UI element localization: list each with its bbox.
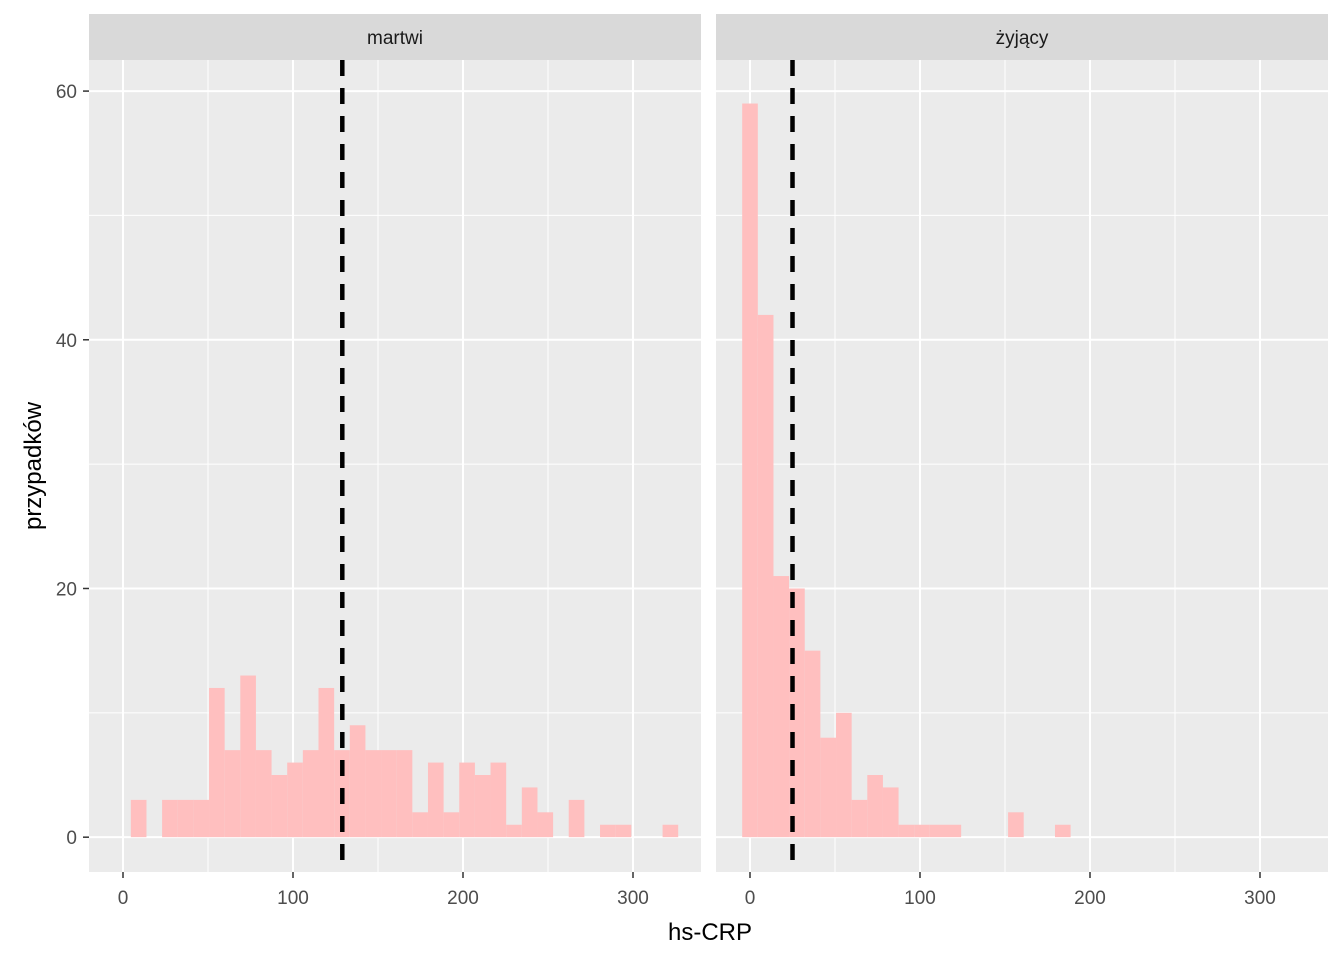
histogram-bar [537,812,554,838]
histogram-bar [945,824,962,838]
histogram-bar [898,824,915,838]
histogram-bar [130,799,147,838]
y-tick-label: 60 [56,82,77,103]
histogram-bar [882,787,899,838]
histogram-bar [929,824,946,838]
histogram-bar [600,824,616,838]
x-tick-label: 100 [904,888,936,909]
histogram-bar [381,750,397,838]
x-tick-label: 100 [277,888,309,909]
histogram-bar [820,737,837,838]
histogram-bar [459,762,475,838]
histogram-bar [490,762,507,838]
x-tick-label: 0 [118,888,129,909]
histogram-bar [615,824,632,838]
y-tick-label: 0 [66,828,77,849]
histogram-bar [427,762,444,838]
histogram-bar [662,824,679,838]
histogram-bar [302,750,319,838]
histogram-bar [240,675,256,838]
histogram-bar [506,824,522,838]
facet-panel-1: martwi 0 100 200 300 0 20 40 60 [56,14,701,909]
histogram-bar [287,762,303,838]
histogram-bar [742,103,758,838]
facet-panel-2: żyjący 0 100 200 300 [716,14,1328,909]
histogram-bar [443,812,460,838]
histogram-bar [521,787,538,838]
histogram-bar [1008,812,1024,838]
histogram-bar [804,650,821,838]
y-axis-title: przypadków [20,401,47,530]
histogram-bar [365,750,382,838]
panel-background [89,60,701,872]
histogram-bar [851,799,868,838]
histogram-bar [255,750,272,838]
x-tick-label: 200 [1074,888,1106,909]
histogram-bar [209,687,225,838]
histogram-bar [396,750,413,838]
histogram-bar [318,687,335,838]
facet-strip [89,14,701,60]
x-tick-label: 0 [745,888,756,909]
histogram-bar [349,725,366,838]
histogram-bar [412,812,428,838]
x-tick-label: 200 [447,888,479,909]
histogram-bar [867,775,883,838]
histogram-bar [474,775,491,838]
y-tick-label: 20 [56,579,77,600]
x-axis-title: hs-CRP [668,919,752,946]
facet-strip-label: żyjący [996,28,1049,49]
histogram-bar [177,799,194,838]
histogram-bar [224,750,241,838]
histogram-bar [773,576,790,838]
histogram-bar [757,314,774,838]
histogram-bar [568,799,585,838]
histogram-bar [1054,824,1071,838]
histogram-bar [836,712,852,838]
histogram-bar [271,775,288,838]
facet-strip [716,14,1328,60]
histogram-bar [914,824,930,838]
y-tick-label: 40 [56,331,77,352]
facet-strip-label: martwi [367,28,423,49]
histogram-bar [162,799,178,838]
histogram-bar [193,799,210,838]
x-tick-label: 300 [1244,888,1276,909]
x-tick-label: 300 [617,888,649,909]
